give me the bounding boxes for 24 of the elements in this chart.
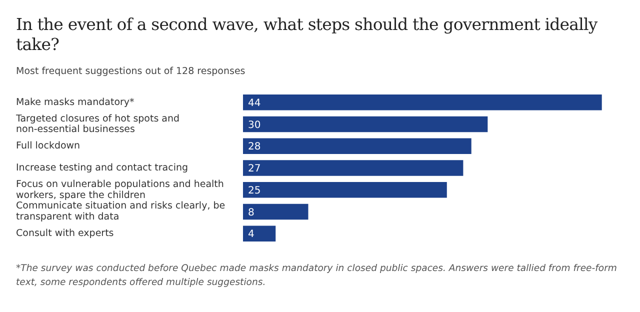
y-tick-label: Focus on vulnerable populations and health workers, spare the children [16, 178, 224, 201]
bar [243, 182, 447, 198]
bar [243, 160, 464, 176]
text: *The survey was conducted before Quebec made masks mandatory in closed public spaces. Answers were tallied from free-form text, some respondents offered multiple suggestions. [16, 262, 618, 290]
data-label: 8 [248, 207, 254, 218]
y-tick-label: Targeted closures of hot spots and non-essential businesses [15, 113, 180, 136]
bar [243, 226, 276, 242]
text: Most frequent suggestions out of 128 responses [16, 66, 246, 77]
y-tick-label: Consult with experts [16, 228, 114, 240]
data-label: 28 [248, 142, 261, 153]
data-label: 30 [248, 120, 261, 131]
bar [243, 94, 602, 110]
bar [243, 204, 308, 220]
bar [243, 116, 488, 132]
data-label: 44 [248, 98, 261, 109]
data-label: 4 [248, 229, 254, 240]
bar [243, 138, 472, 154]
y-tick-label: Communicate situation and risks clearly, be transparent with data [16, 200, 226, 223]
y-tick-label: Increase testing and contact tracing [16, 162, 188, 174]
y-tick-label: Make masks mandatory* [16, 96, 135, 108]
data-label: 27 [248, 164, 261, 175]
chart-title: In the event of a second wave, what steps should the government ideally take? [16, 15, 599, 55]
y-tick-label: Full lockdown [16, 140, 80, 152]
data-label: 25 [248, 185, 261, 196]
